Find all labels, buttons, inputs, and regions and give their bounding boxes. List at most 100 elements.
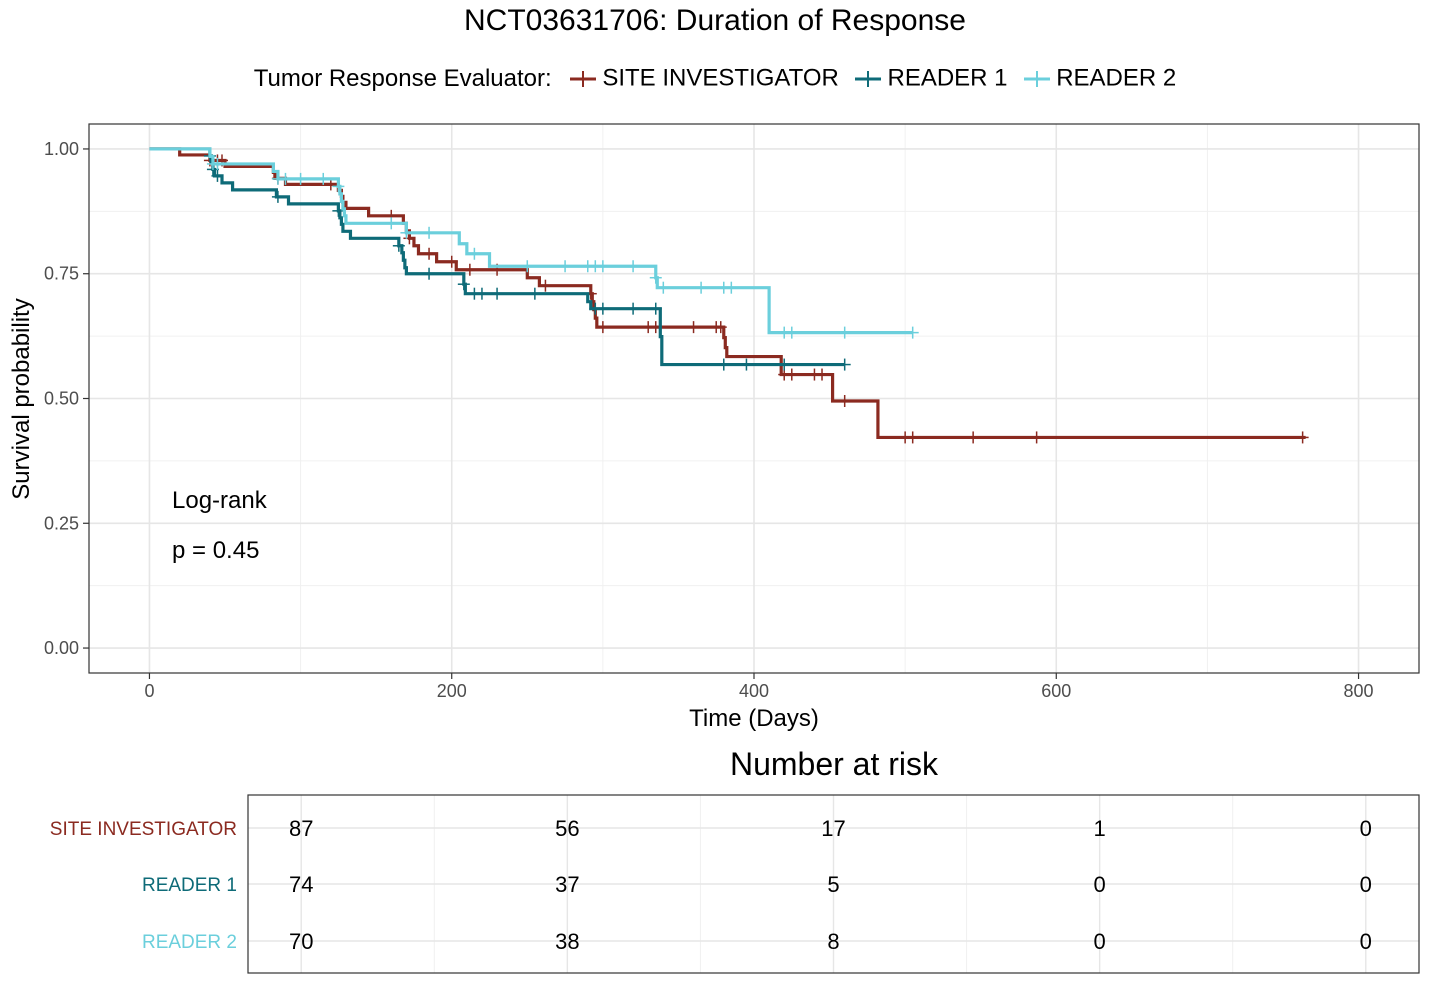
censor-mark-site-investigator (967, 431, 980, 444)
censor-mark-reader-2 (332, 180, 345, 193)
y-tick-label: 0.25 (44, 513, 79, 533)
censor-mark-site-investigator (714, 321, 727, 334)
censor-mark-reader-1 (838, 358, 851, 371)
censor-mark-reader-2 (211, 157, 224, 170)
survival-curves (149, 147, 1309, 444)
logrank-label: Log-rank (172, 487, 268, 514)
censor-mark-reader-1 (778, 358, 791, 371)
censor-mark-site-investigator (1296, 431, 1309, 444)
censor-mark-site-investigator (423, 247, 436, 260)
legend-item-reader-2: READER 2 (1014, 64, 1177, 92)
legend-key-reader-2 (1024, 70, 1051, 87)
censor-mark-reader-2 (294, 172, 307, 185)
legend-label-reader-1: READER 1 (887, 64, 1008, 92)
risk-value-reader-1: 74 (289, 872, 313, 897)
censor-mark-site-investigator (906, 431, 919, 444)
censor-mark-reader-2 (725, 281, 738, 294)
plot-grid (89, 124, 1419, 673)
censor-mark-reader-2 (521, 260, 534, 273)
risk-value-site-investigator: 56 (555, 816, 579, 841)
risk-value-reader-1: 5 (827, 872, 839, 897)
legend-item-reader-1: READER 1 (845, 64, 1014, 92)
legend-item-site-investigator: SITE INVESTIGATOR (560, 64, 845, 92)
x-tick-label: 600 (1041, 681, 1071, 701)
censor-mark-reader-1 (423, 267, 436, 280)
censor-mark-site-investigator (539, 279, 552, 292)
risk-value-reader-1: 0 (1094, 872, 1106, 897)
survival-curve-reader-2 (149, 147, 913, 335)
risk-row-label-site-investigator: SITE INVESTIGATOR (50, 819, 237, 840)
censor-mark-reader-2 (627, 260, 640, 273)
censor-mark-reader-1 (332, 204, 345, 217)
legend-key-site-investigator (570, 70, 597, 87)
censor-mark-reader-1 (211, 169, 224, 182)
censor-mark-reader-1 (649, 302, 662, 315)
censor-mark-reader-2 (468, 247, 481, 260)
censor-mark-reader-2 (400, 226, 413, 239)
legend-key-reader-1 (855, 70, 882, 87)
censor-mark-site-investigator (816, 368, 829, 381)
censor-mark-reader-1 (271, 190, 284, 203)
risk-value-site-investigator: 17 (821, 816, 845, 841)
risk-value-site-investigator: 1 (1094, 816, 1106, 841)
censor-mark-site-investigator (785, 368, 798, 381)
risk-value-reader-1: 0 (1360, 872, 1372, 897)
risk-row-label-reader-2: READER 2 (142, 932, 237, 953)
risk-value-reader-2: 8 (827, 929, 839, 954)
risk-value-reader-2: 0 (1360, 929, 1372, 954)
y-tick-label: 0.75 (44, 264, 79, 284)
y-tick-label: 1.00 (44, 139, 79, 159)
legend-label-site-investigator: SITE INVESTIGATOR (602, 64, 839, 92)
risk-value-reader-2: 38 (555, 929, 579, 954)
risk-table-border (247, 794, 1420, 974)
censor-mark-site-investigator (838, 394, 851, 407)
risk-value-reader-2: 0 (1094, 929, 1106, 954)
censor-mark-reader-2 (423, 226, 436, 239)
risk-table-title: Number at risk (729, 746, 939, 782)
chart-title: NCT03631706: Duration of Response (464, 4, 966, 37)
p-value-label: p = 0.45 (172, 537, 259, 564)
y-tick-label: 0.50 (44, 389, 79, 409)
censor-mark-reader-2 (317, 172, 330, 185)
censor-mark-reader-1 (717, 358, 730, 371)
censor-mark-reader-1 (475, 287, 488, 300)
censor-mark-reader-2 (695, 281, 708, 294)
x-tick-label: 800 (1344, 681, 1374, 701)
censor-mark-reader-2 (385, 217, 398, 230)
censor-mark-site-investigator (463, 263, 476, 276)
censor-mark-reader-2 (838, 326, 851, 339)
axes: 0 200 400 600 800 0.00 0.25 0.50 0.75 1.00 (44, 139, 1374, 701)
censor-mark-site-investigator (596, 321, 609, 334)
censor-mark-reader-2 (559, 260, 572, 273)
x-axis-label: Time (Days) (689, 705, 819, 732)
censor-mark-site-investigator (1030, 431, 1043, 444)
x-tick-label: 400 (739, 681, 769, 701)
legend-label-reader-2: READER 2 (1056, 64, 1177, 92)
censor-mark-reader-2 (596, 260, 609, 273)
censor-mark-reader-1 (627, 302, 640, 315)
censor-mark-reader-1 (457, 278, 470, 291)
risk-value-site-investigator: 0 (1360, 816, 1372, 841)
censor-mark-reader-2 (785, 326, 798, 339)
censor-mark-reader-2 (279, 172, 292, 185)
censor-mark-site-investigator (687, 321, 700, 334)
risk-value-site-investigator: 87 (289, 816, 313, 841)
censor-mark-reader-2 (649, 271, 662, 284)
x-tick-label: 200 (437, 681, 467, 701)
censor-mark-site-investigator (445, 255, 458, 268)
y-axis-label: Survival probability (8, 298, 35, 499)
risk-table: SITE INVESTIGATOR 87 56 17 1 0 READER 1 74 37 5 0 0… (50, 794, 1420, 974)
y-tick-label: 0.00 (44, 638, 79, 658)
risk-row-label-reader-1: READER 1 (142, 875, 237, 896)
censor-mark-reader-2 (906, 326, 919, 339)
censor-mark-reader-1 (596, 302, 609, 315)
x-tick-label: 0 (144, 681, 154, 701)
censor-mark-reader-2 (657, 281, 670, 294)
risk-value-reader-2: 70 (289, 929, 313, 954)
legend-title: Tumor Response Evaluator: (253, 64, 552, 92)
censor-mark-reader-1 (740, 358, 753, 371)
censor-mark-reader-1 (392, 239, 405, 252)
risk-value-reader-1: 37 (555, 872, 579, 897)
censor-mark-reader-1 (491, 287, 504, 300)
